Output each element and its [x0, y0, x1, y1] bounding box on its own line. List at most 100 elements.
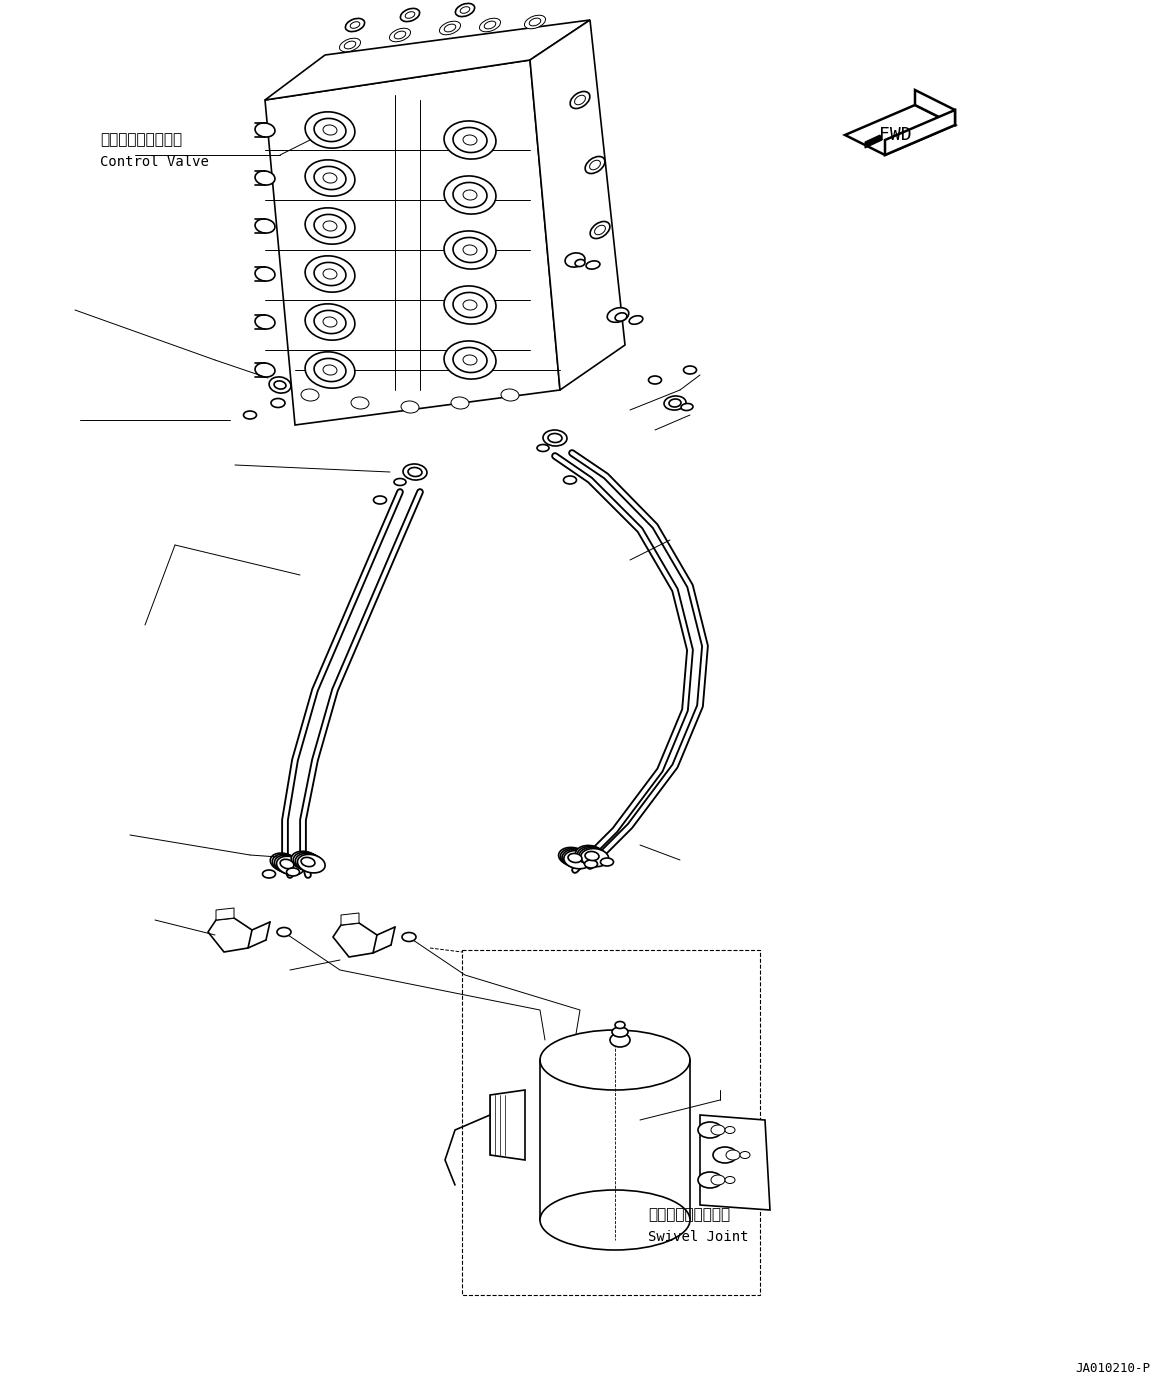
Ellipse shape [444, 24, 456, 32]
Ellipse shape [713, 1147, 737, 1164]
Ellipse shape [314, 166, 345, 190]
Ellipse shape [280, 860, 294, 868]
Ellipse shape [301, 388, 319, 401]
Ellipse shape [394, 31, 406, 39]
Ellipse shape [564, 850, 592, 868]
Text: JA010210-P: JA010210-P [1075, 1362, 1150, 1375]
Ellipse shape [345, 18, 365, 32]
Ellipse shape [576, 846, 604, 864]
Ellipse shape [562, 849, 590, 868]
Ellipse shape [612, 1026, 628, 1037]
Ellipse shape [323, 269, 337, 279]
Ellipse shape [323, 365, 337, 374]
Ellipse shape [664, 395, 686, 411]
Ellipse shape [547, 431, 566, 445]
Ellipse shape [305, 255, 355, 293]
Ellipse shape [451, 397, 469, 409]
Ellipse shape [565, 252, 585, 268]
Polygon shape [265, 19, 590, 100]
Ellipse shape [540, 1031, 690, 1090]
Ellipse shape [577, 846, 605, 864]
Ellipse shape [402, 932, 416, 942]
Ellipse shape [390, 28, 411, 42]
Ellipse shape [580, 849, 608, 867]
Text: スイベルジョイント: スイベルジョイント [648, 1208, 730, 1222]
Ellipse shape [649, 376, 662, 384]
Ellipse shape [444, 121, 495, 160]
Ellipse shape [711, 1125, 725, 1135]
Ellipse shape [255, 171, 274, 184]
Ellipse shape [585, 852, 599, 860]
Ellipse shape [314, 311, 345, 334]
Ellipse shape [401, 401, 419, 413]
Text: Control Valve: Control Valve [100, 155, 209, 169]
Ellipse shape [529, 18, 541, 26]
Ellipse shape [586, 261, 600, 269]
Ellipse shape [293, 852, 321, 871]
Ellipse shape [590, 222, 609, 239]
Text: Swivel Joint: Swivel Joint [648, 1230, 749, 1244]
Ellipse shape [579, 847, 607, 865]
Ellipse shape [607, 308, 629, 322]
Ellipse shape [461, 7, 470, 14]
Ellipse shape [711, 1175, 725, 1184]
Ellipse shape [271, 398, 285, 408]
Ellipse shape [274, 856, 302, 874]
Ellipse shape [558, 847, 586, 865]
Polygon shape [341, 913, 359, 925]
Ellipse shape [740, 1151, 750, 1158]
Ellipse shape [698, 1172, 722, 1189]
Ellipse shape [286, 868, 300, 877]
Ellipse shape [405, 466, 424, 479]
Polygon shape [700, 1115, 770, 1209]
Polygon shape [208, 918, 252, 951]
Ellipse shape [444, 341, 495, 379]
Ellipse shape [585, 157, 605, 173]
Ellipse shape [725, 1126, 735, 1133]
Ellipse shape [501, 388, 519, 401]
Ellipse shape [301, 857, 315, 867]
Ellipse shape [314, 118, 345, 141]
Ellipse shape [272, 854, 300, 872]
Ellipse shape [698, 1122, 722, 1137]
Ellipse shape [405, 11, 415, 18]
Ellipse shape [314, 262, 345, 286]
Polygon shape [462, 950, 759, 1295]
Ellipse shape [682, 404, 693, 411]
Ellipse shape [323, 221, 337, 232]
Ellipse shape [600, 859, 614, 865]
Ellipse shape [444, 232, 495, 269]
Ellipse shape [570, 92, 590, 108]
Polygon shape [490, 1090, 525, 1160]
Ellipse shape [305, 160, 355, 196]
Ellipse shape [463, 355, 477, 365]
Ellipse shape [444, 176, 495, 214]
Ellipse shape [404, 465, 427, 480]
Ellipse shape [323, 125, 337, 135]
Ellipse shape [263, 870, 276, 878]
Ellipse shape [323, 173, 337, 183]
Ellipse shape [305, 208, 355, 244]
Ellipse shape [255, 363, 274, 377]
Ellipse shape [344, 42, 356, 49]
Polygon shape [846, 105, 955, 155]
Ellipse shape [537, 444, 549, 452]
Ellipse shape [298, 854, 326, 872]
Ellipse shape [564, 476, 577, 484]
Text: コントロールバルブ: コントロールバルブ [100, 133, 183, 147]
Ellipse shape [669, 399, 682, 406]
Ellipse shape [548, 434, 562, 442]
Ellipse shape [463, 300, 477, 311]
Ellipse shape [525, 15, 545, 29]
Ellipse shape [479, 18, 500, 32]
Ellipse shape [463, 190, 477, 200]
Ellipse shape [590, 161, 600, 169]
Ellipse shape [726, 1150, 740, 1160]
Ellipse shape [404, 465, 423, 479]
Ellipse shape [255, 123, 274, 137]
Ellipse shape [340, 39, 361, 51]
Ellipse shape [255, 315, 274, 329]
Ellipse shape [568, 853, 582, 863]
Ellipse shape [585, 860, 598, 868]
Ellipse shape [295, 853, 323, 872]
